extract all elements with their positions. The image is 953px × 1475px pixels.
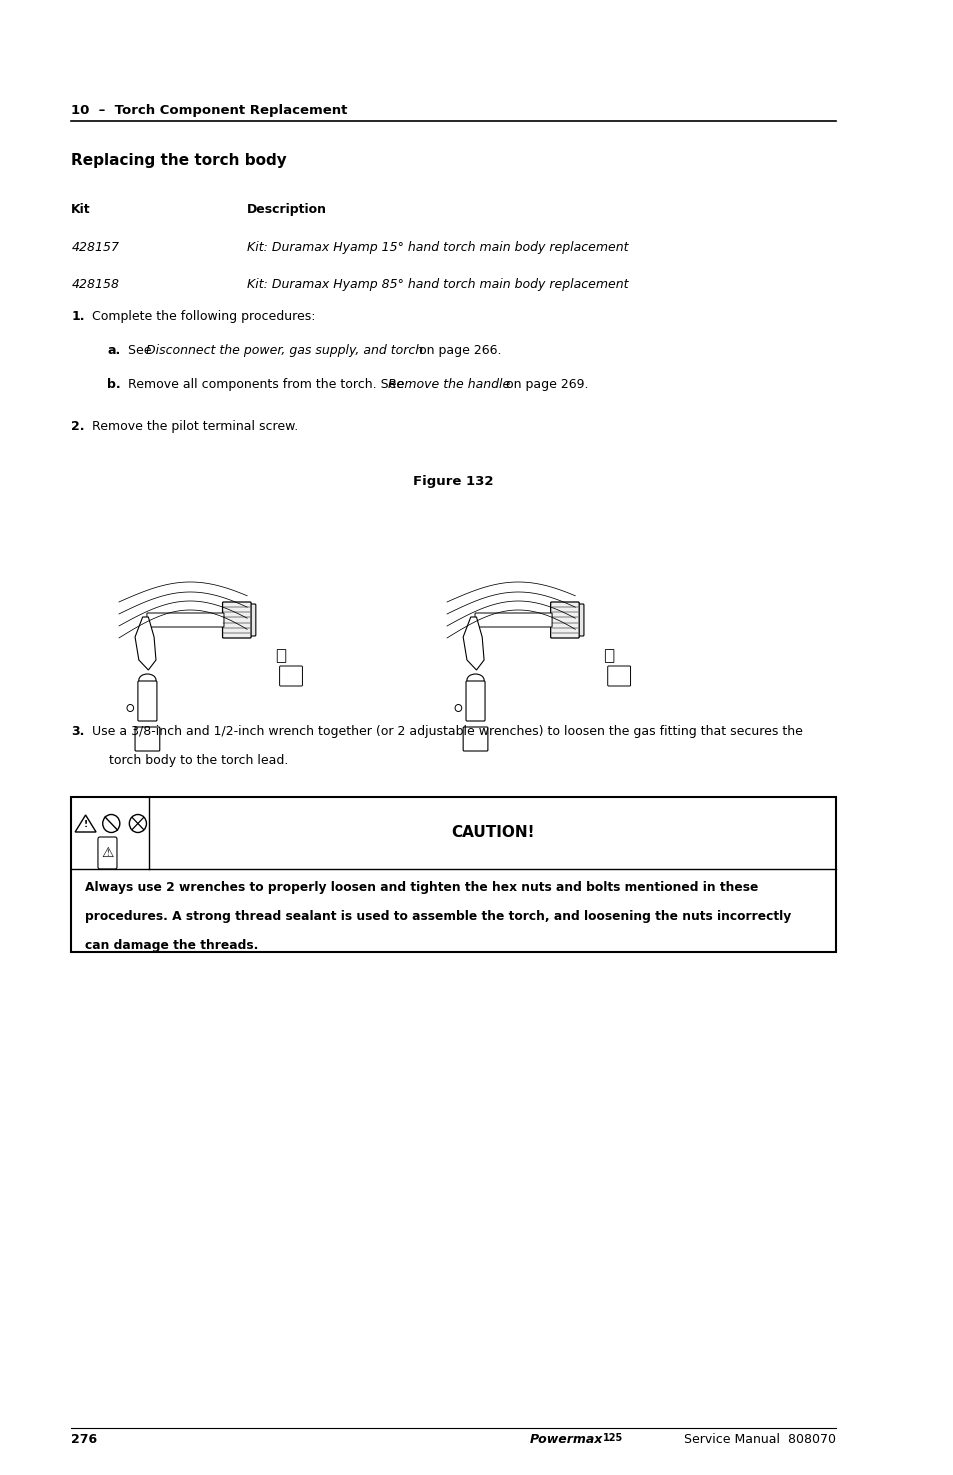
- Bar: [71, 796, 835, 951]
- Polygon shape: [462, 617, 483, 670]
- Text: Always use 2 wrenches to properly loosen and tighten the hex nuts and bolts ment: Always use 2 wrenches to properly loosen…: [85, 881, 758, 894]
- Text: on page 266.: on page 266.: [415, 344, 501, 357]
- FancyBboxPatch shape: [465, 681, 484, 721]
- FancyBboxPatch shape: [279, 667, 302, 686]
- FancyBboxPatch shape: [277, 649, 286, 662]
- Text: a.: a.: [108, 344, 121, 357]
- Text: Powermax: Powermax: [529, 1434, 602, 1446]
- Text: 428157: 428157: [71, 240, 119, 254]
- Text: 3.: 3.: [71, 726, 85, 738]
- FancyBboxPatch shape: [462, 727, 487, 751]
- Text: Complete the following procedures:: Complete the following procedures:: [92, 310, 315, 323]
- FancyBboxPatch shape: [135, 727, 159, 751]
- FancyBboxPatch shape: [244, 603, 255, 636]
- Text: procedures. A strong thread sealant is used to assemble the torch, and loosening: procedures. A strong thread sealant is u…: [85, 910, 790, 923]
- Circle shape: [127, 705, 133, 711]
- Text: Description: Description: [247, 204, 327, 215]
- Text: 276: 276: [71, 1434, 97, 1446]
- FancyBboxPatch shape: [605, 649, 614, 662]
- Text: Use a 3/8-inch and 1/2-inch wrench together (or 2 adjustable wrenches) to loosen: Use a 3/8-inch and 1/2-inch wrench toget…: [92, 726, 802, 738]
- Text: Figure 132: Figure 132: [413, 475, 494, 488]
- Text: 1.: 1.: [71, 310, 85, 323]
- FancyBboxPatch shape: [572, 603, 583, 636]
- Text: Kit: Duramax Hyamp 15° hand torch main body replacement: Kit: Duramax Hyamp 15° hand torch main b…: [247, 240, 628, 254]
- Circle shape: [130, 814, 147, 832]
- Circle shape: [103, 814, 120, 832]
- Text: Replacing the torch body: Replacing the torch body: [71, 153, 287, 168]
- Text: 428158: 428158: [71, 277, 119, 291]
- Text: Kit: Kit: [71, 204, 91, 215]
- FancyBboxPatch shape: [550, 602, 578, 639]
- Ellipse shape: [466, 674, 483, 686]
- Text: CAUTION!: CAUTION!: [451, 826, 534, 841]
- Text: !: !: [84, 820, 88, 829]
- Text: Remove the handle: Remove the handle: [388, 378, 510, 391]
- Text: Remove the pilot terminal screw.: Remove the pilot terminal screw.: [92, 420, 298, 434]
- FancyBboxPatch shape: [607, 667, 630, 686]
- FancyBboxPatch shape: [222, 602, 251, 639]
- Polygon shape: [75, 816, 96, 832]
- FancyBboxPatch shape: [147, 614, 224, 627]
- Text: Kit: Duramax Hyamp 85° hand torch main body replacement: Kit: Duramax Hyamp 85° hand torch main b…: [247, 277, 628, 291]
- Polygon shape: [135, 617, 155, 670]
- Text: Remove all components from the torch. See: Remove all components from the torch. Se…: [129, 378, 408, 391]
- Text: can damage the threads.: can damage the threads.: [85, 940, 257, 951]
- Text: torch body to the torch lead.: torch body to the torch lead.: [110, 754, 289, 767]
- Text: 10  –  Torch Component Replacement: 10 – Torch Component Replacement: [71, 105, 347, 117]
- Text: 2.: 2.: [71, 420, 85, 434]
- Text: on page 269.: on page 269.: [501, 378, 588, 391]
- Circle shape: [455, 705, 461, 711]
- Text: Service Manual  808070: Service Manual 808070: [679, 1434, 835, 1446]
- Text: 125: 125: [602, 1434, 622, 1443]
- Text: ⚠: ⚠: [101, 847, 113, 860]
- Text: See: See: [129, 344, 155, 357]
- FancyBboxPatch shape: [98, 836, 117, 869]
- Text: Disconnect the power, gas supply, and torch: Disconnect the power, gas supply, and to…: [146, 344, 423, 357]
- FancyBboxPatch shape: [475, 614, 552, 627]
- FancyBboxPatch shape: [138, 681, 156, 721]
- Text: b.: b.: [108, 378, 121, 391]
- Ellipse shape: [139, 674, 155, 686]
